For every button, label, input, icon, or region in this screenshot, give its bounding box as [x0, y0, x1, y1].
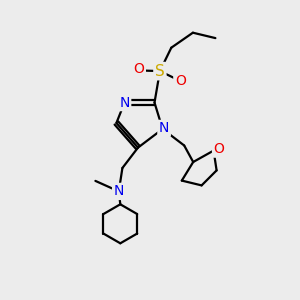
Text: O: O	[214, 142, 224, 156]
Text: O: O	[134, 62, 144, 76]
Text: O: O	[175, 74, 186, 88]
Text: N: N	[114, 184, 124, 198]
Text: S: S	[155, 64, 165, 79]
Text: N: N	[159, 122, 169, 135]
Text: N: N	[119, 96, 130, 110]
